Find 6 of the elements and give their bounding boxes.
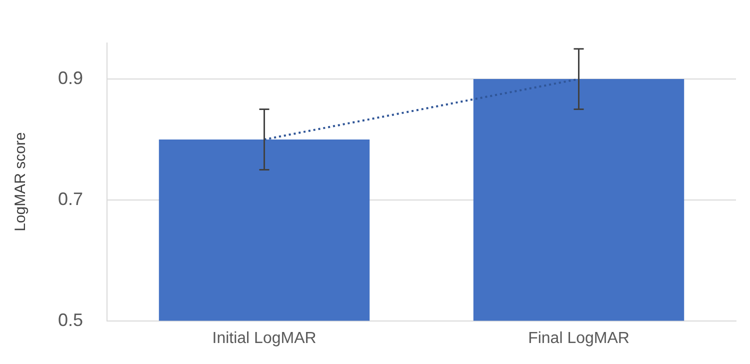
x-tick-label: Initial LogMAR: [212, 330, 316, 347]
y-tick-label: 0.7: [58, 188, 84, 209]
y-axis-title: LogMAR score: [12, 132, 30, 232]
y-tick-label: 0.5: [58, 310, 84, 330]
y-tick-label: 0.9: [58, 68, 84, 88]
x-tick-label: Final LogMAR: [528, 330, 630, 347]
